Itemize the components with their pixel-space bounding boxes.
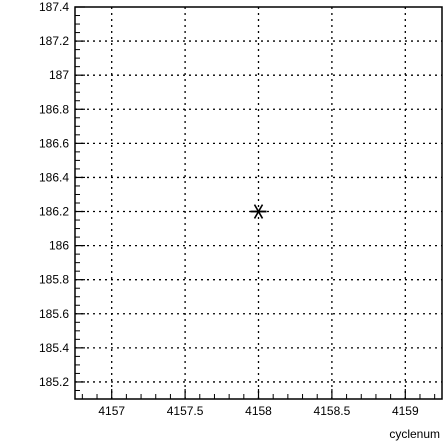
y-tick-label: 185.8 [39,273,69,287]
x-tick-label: 4158.5 [314,404,351,418]
y-tick-label: 185.2 [39,375,69,389]
grid-lines [75,7,442,399]
plot-frame [74,6,443,400]
y-axis-tick-labels: 185.2 185.4 185.6 185.8 186 186.2 186.4 186.6 18… [39,0,69,389]
x-tick-label: 4159 [392,404,419,418]
y-tick-label: 186.2 [39,205,69,219]
x-tick-label: 4157 [98,404,125,418]
y-tick-label: 186 [49,239,69,253]
y-tick-label: 186.6 [39,136,69,150]
y-tick-label: 187.4 [39,0,69,14]
y-tick-label: 186.8 [39,102,69,116]
y-tick-label: 185.4 [39,341,69,355]
axis-ticks [75,6,436,400]
y-tick-label: 185.6 [39,307,69,321]
y-tick-label: 186.4 [39,170,69,184]
y-tick-label: 187 [49,68,69,82]
data-point [250,204,267,219]
x-tick-label: 4158 [245,404,272,418]
x-axis-label: cyclenum [389,427,440,441]
y-tick-label: 187.2 [39,34,69,48]
x-axis-tick-labels: 4157 4157.5 4158 4158.5 4159 [98,404,419,418]
data-points [250,204,267,219]
x-tick-label: 4157.5 [167,404,204,418]
